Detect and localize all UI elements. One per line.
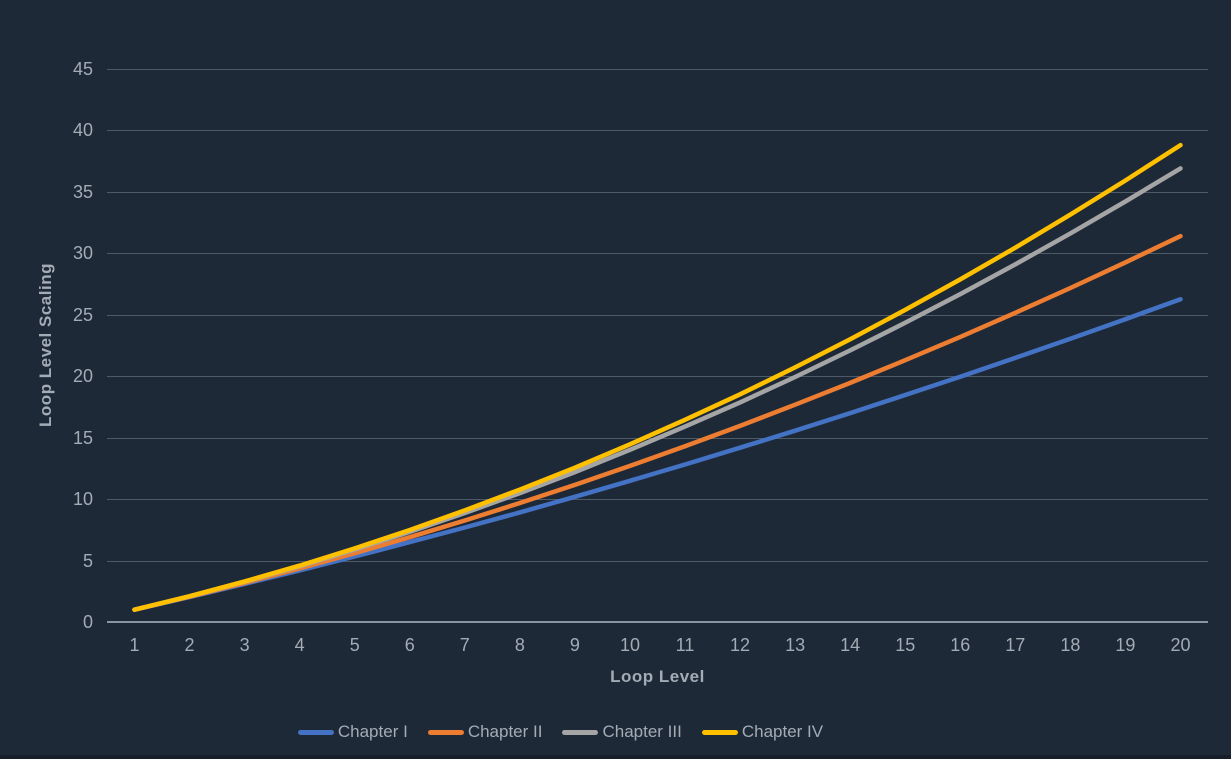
y-tick-label: 0: [82, 612, 93, 632]
y-tick-label: 30: [72, 243, 93, 264]
legend-swatch-icon: [297, 729, 334, 735]
y-tick-label: 25: [72, 304, 93, 325]
series-line-chapter-ii: [132, 233, 1183, 612]
gridline: [107, 314, 1208, 316]
y-axis-title: Loop Level Scaling: [36, 263, 55, 427]
x-tick-label: 3: [239, 635, 250, 655]
x-axis-title: Loop Level: [610, 667, 705, 686]
x-tick-label: 18: [1060, 635, 1081, 655]
gridline: [107, 191, 1208, 193]
x-tick-label: 17: [1005, 635, 1026, 655]
legend-label: Chapter IV: [741, 722, 824, 741]
x-tick-label: 16: [950, 635, 971, 655]
legend-swatch-icon: [562, 729, 599, 735]
legend-swatch-icon: [427, 729, 464, 735]
x-tick-label: 12: [730, 635, 751, 655]
x-tick-label: 9: [569, 635, 580, 655]
x-tick-label: 5: [349, 635, 360, 655]
x-tick-label: 15: [895, 635, 916, 655]
x-tick-label: 6: [404, 635, 415, 655]
y-tick-label: 10: [72, 489, 93, 510]
x-tick-label: 13: [785, 635, 806, 655]
x-tick-label: 10: [619, 635, 640, 655]
y-tick-label: 15: [72, 427, 93, 448]
legend-item-chapter-iv: Chapter IV: [701, 722, 824, 742]
plot-area: [107, 69, 1208, 623]
y-tick-label: 20: [72, 366, 93, 387]
x-tick-label: 1: [129, 635, 140, 655]
x-tick-label: 4: [294, 635, 305, 655]
x-tick-label: 7: [459, 635, 470, 655]
x-axis-line: [107, 621, 1208, 623]
y-tick-label: 45: [72, 59, 93, 79]
chart-legend: Chapter I Chapter II Chapter III Chapter IV: [0, 722, 1121, 742]
y-tick-label: 35: [72, 181, 93, 202]
gridline: [107, 253, 1208, 255]
series-line-chapter-iv: [132, 142, 1183, 612]
x-tick-label: 19: [1115, 635, 1136, 655]
legend-label: Chapter I: [337, 722, 408, 741]
y-tick-label: 40: [72, 120, 93, 141]
series-lines: [132, 142, 1183, 612]
x-tick-label: 8: [514, 635, 525, 655]
gridline: [107, 499, 1208, 501]
gridline: [107, 376, 1208, 378]
legend-item-chapter-iii: Chapter III: [562, 722, 682, 742]
x-tick-label: 2: [184, 635, 195, 655]
legend-swatch-icon: [701, 729, 738, 735]
gridline: [107, 560, 1208, 562]
legend-label: Chapter III: [602, 722, 682, 741]
legend-label: Chapter II: [467, 722, 543, 741]
y-tick-label: 5: [82, 550, 93, 571]
legend-item-chapter-ii: Chapter II: [427, 722, 543, 742]
x-tick-label: 14: [840, 635, 861, 655]
x-tick-label: 20: [1170, 635, 1191, 655]
x-tick-label: 11: [675, 635, 695, 655]
series-line-chapter-iii: [132, 166, 1183, 612]
gridline: [107, 130, 1208, 132]
bottom-edge-strip: [0, 755, 1231, 759]
legend-item-chapter-i: Chapter I: [297, 722, 408, 742]
gridline: [107, 69, 1208, 70]
